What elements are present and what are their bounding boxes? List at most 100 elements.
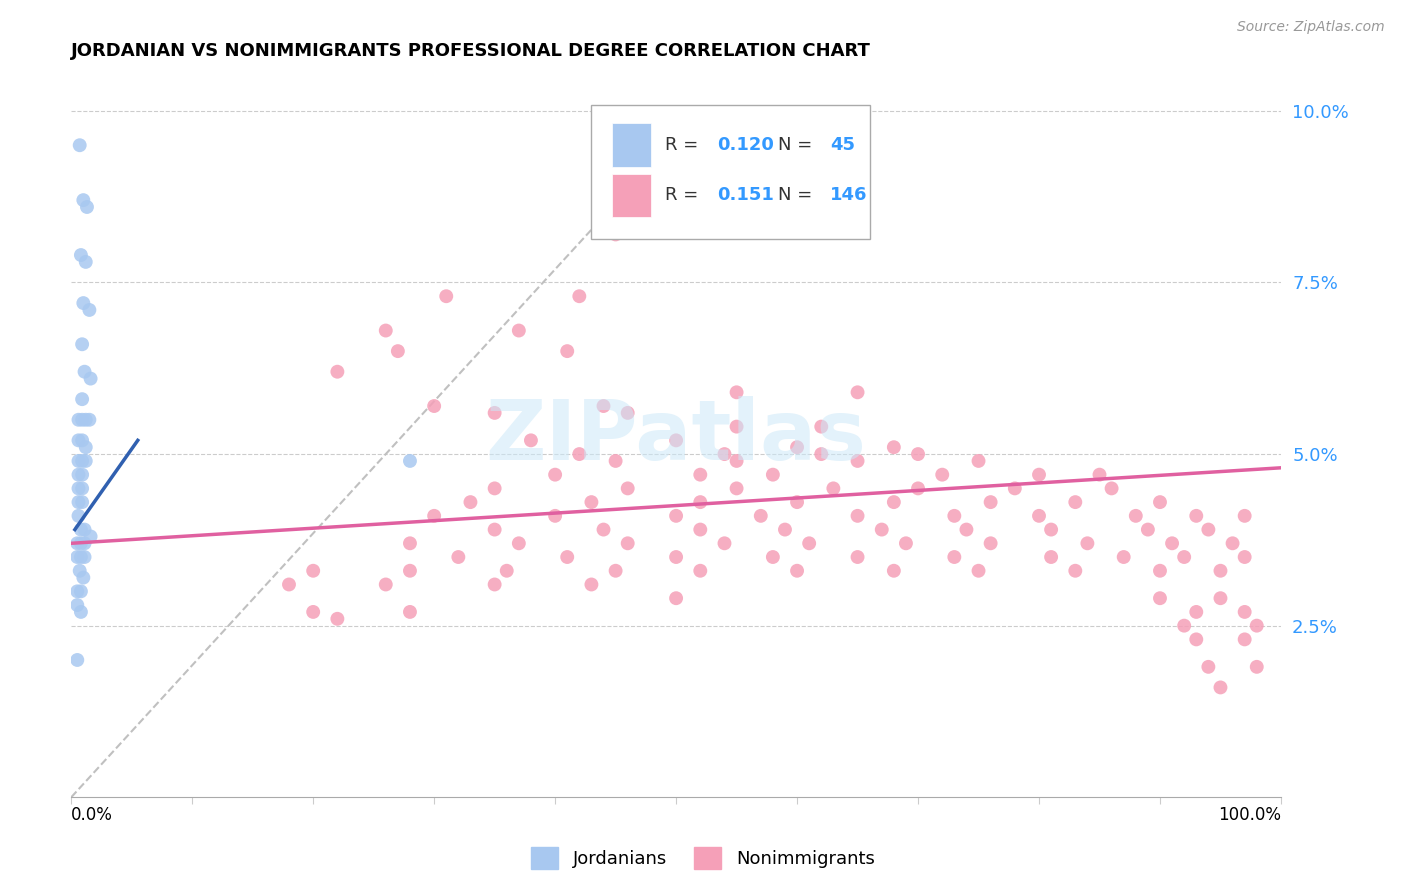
Text: JORDANIAN VS NONIMMIGRANTS PROFESSIONAL DEGREE CORRELATION CHART: JORDANIAN VS NONIMMIGRANTS PROFESSIONAL … (72, 42, 872, 60)
Text: 146: 146 (830, 186, 868, 204)
Point (72, 571, 94, 585)
Point (883, 495, 905, 509)
Point (70, 413, 93, 427)
Point (980, 536, 1002, 550)
Text: 0.0%: 0.0% (72, 805, 112, 824)
Legend: Jordanians, Nonimmigrants: Jordanians, Nonimmigrants (524, 839, 882, 876)
Point (70, 584, 93, 599)
Point (544, 508, 567, 523)
Point (846, 549, 869, 564)
Point (725, 419, 748, 434)
Text: R =: R = (665, 186, 704, 204)
Point (1185, 508, 1208, 523)
Point (70, 454, 93, 468)
Point (67, 467, 90, 482)
FancyBboxPatch shape (592, 105, 870, 239)
Point (581, 577, 603, 591)
Point (79, 413, 101, 427)
Point (72, 193, 94, 207)
Point (1149, 495, 1171, 509)
Point (76, 200, 98, 214)
Point (508, 324, 530, 338)
Point (592, 399, 614, 413)
Point (1004, 482, 1026, 496)
Point (1233, 549, 1256, 564)
Point (66, 598, 89, 612)
Point (1173, 549, 1195, 564)
Point (374, 577, 396, 591)
Point (67, 454, 90, 468)
Text: 0.120: 0.120 (717, 136, 775, 154)
Point (1209, 681, 1232, 695)
Point (495, 564, 517, 578)
Point (762, 467, 785, 482)
Point (73, 365, 96, 379)
Point (508, 536, 530, 550)
Point (79, 371, 101, 385)
Point (70, 605, 93, 619)
Point (870, 523, 893, 537)
Point (1197, 523, 1219, 537)
Point (75, 255, 97, 269)
Point (434, 289, 457, 303)
Point (665, 549, 688, 564)
Point (616, 536, 638, 550)
Point (907, 447, 929, 461)
Point (616, 482, 638, 496)
Text: ZIPatlas: ZIPatlas (485, 396, 866, 477)
Point (67, 413, 90, 427)
Point (931, 467, 953, 482)
Point (72, 296, 94, 310)
Point (70, 495, 93, 509)
Point (786, 440, 808, 454)
Point (823, 482, 845, 496)
Point (883, 440, 905, 454)
Point (725, 385, 748, 400)
Point (786, 495, 808, 509)
Point (689, 523, 711, 537)
Point (1185, 632, 1208, 647)
Point (399, 605, 422, 619)
Point (665, 508, 688, 523)
Point (70, 337, 93, 351)
Point (568, 447, 591, 461)
Point (943, 508, 966, 523)
Point (1136, 523, 1159, 537)
Point (581, 495, 603, 509)
Point (73, 549, 96, 564)
Point (66, 653, 89, 667)
Point (810, 419, 832, 434)
Point (70, 523, 93, 537)
Point (894, 536, 917, 550)
Point (1209, 591, 1232, 606)
Point (1246, 660, 1268, 674)
Point (907, 482, 929, 496)
Point (1149, 564, 1171, 578)
Point (1233, 508, 1256, 523)
Point (749, 508, 772, 523)
Point (1173, 618, 1195, 632)
Point (399, 454, 422, 468)
Point (326, 365, 349, 379)
Point (484, 577, 506, 591)
Point (70, 392, 93, 406)
Point (66, 549, 89, 564)
Point (799, 536, 821, 550)
Point (460, 495, 482, 509)
Point (1028, 467, 1050, 482)
Point (67, 482, 90, 496)
Point (1149, 591, 1171, 606)
Point (713, 536, 735, 550)
Point (69, 138, 91, 153)
Point (1125, 508, 1147, 523)
Point (302, 605, 325, 619)
Point (689, 564, 711, 578)
Point (278, 577, 301, 591)
Point (1040, 549, 1063, 564)
Point (75, 454, 97, 468)
Point (374, 324, 396, 338)
Point (484, 523, 506, 537)
Point (665, 591, 688, 606)
Point (846, 508, 869, 523)
Point (786, 564, 808, 578)
